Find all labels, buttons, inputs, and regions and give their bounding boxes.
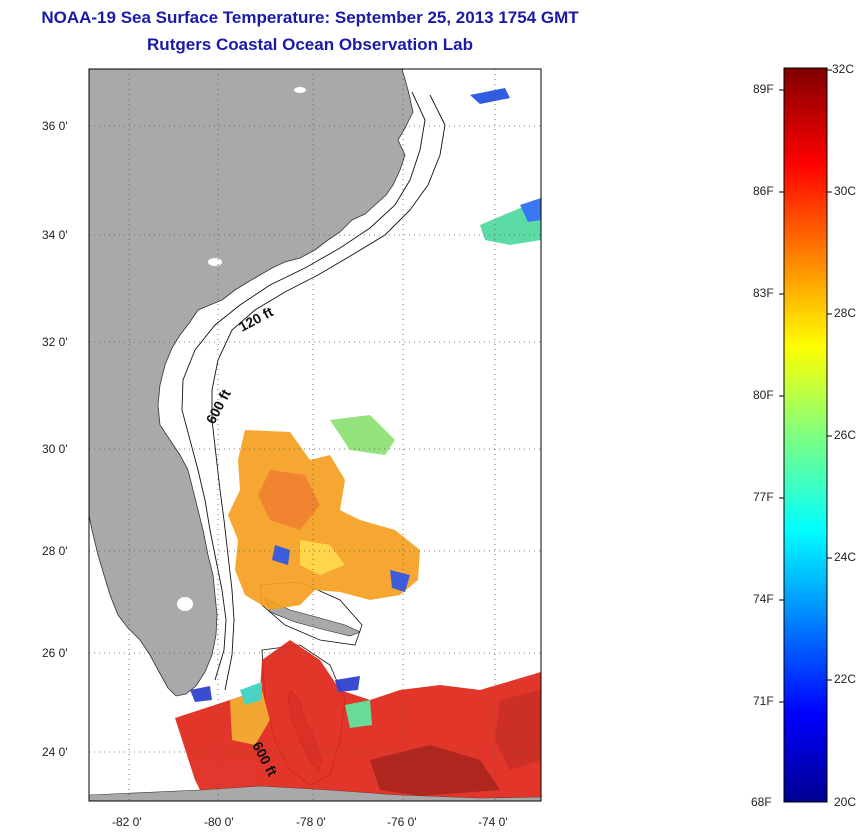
colorbar-label-f: 83F: [753, 286, 774, 300]
colorbar-label-c: 24C: [834, 550, 857, 564]
colorbar-label-c: 26C: [834, 428, 857, 442]
colorbar-label-f: 77F: [753, 490, 774, 504]
lon-label: -74 0': [478, 815, 508, 829]
lon-label: -78 0': [296, 815, 326, 829]
colorbar: [783, 67, 828, 803]
lat-label: 32 0': [42, 335, 68, 349]
grid-lines: [89, 69, 541, 801]
map-subtitle: Rutgers Coastal Ocean Observation Lab: [147, 35, 473, 54]
colorbar-label-c: 22C: [834, 672, 857, 686]
colorbar-label-c: 30C: [834, 184, 857, 198]
lon-label: -80 0': [204, 815, 234, 829]
lat-label: 26 0': [42, 646, 68, 660]
colorbar-label-c: 32C: [832, 62, 855, 76]
lake-okeechobee: [177, 597, 193, 611]
longitude-labels: -82 0' -80 0' -78 0' -76 0' -74 0': [112, 815, 508, 829]
colorbar-label-f: 86F: [753, 184, 774, 198]
colorbar-label-c: 28C: [834, 306, 857, 320]
colorbar-label-f: 74F: [753, 592, 774, 606]
lake: [208, 258, 222, 266]
land-mass: [89, 69, 414, 697]
colorbar-label-f: 89F: [753, 82, 774, 96]
lat-label: 24 0': [42, 745, 68, 759]
lon-label: -76 0': [387, 815, 417, 829]
map-frame: [88, 68, 542, 802]
colorbar-label-f: 71F: [753, 694, 774, 708]
map-title: NOAA-19 Sea Surface Temperature: Septemb…: [41, 8, 579, 27]
colorbar-label-c: 20C: [834, 795, 857, 809]
contour-600ft: [211, 94, 446, 691]
lat-label: 34 0': [42, 228, 68, 242]
lat-label: 30 0': [42, 442, 68, 456]
lon-label: -82 0': [112, 815, 142, 829]
colorbar-ticks: [779, 69, 832, 703]
latitude-labels: 36 0' 34 0' 32 0' 30 0' 28 0' 26 0' 24 0…: [42, 119, 68, 759]
lake: [294, 87, 306, 93]
colorbar-label-f: 80F: [753, 388, 774, 402]
lat-label: 28 0': [42, 544, 68, 558]
sst-data-layer: [175, 88, 541, 798]
colorbar-label-f: 68F: [751, 795, 772, 809]
bahamas-island: [264, 597, 361, 637]
lat-label: 36 0': [42, 119, 68, 133]
